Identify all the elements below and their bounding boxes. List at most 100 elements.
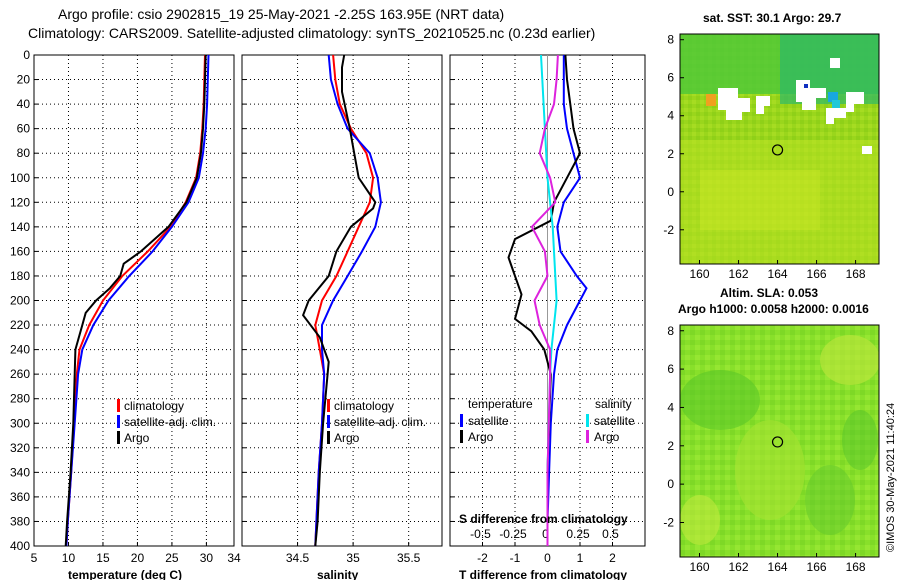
y-tick-label: 140 [10,220,30,234]
sla-map-title-line2: Argo h1000: 0.0058 h2000: 0.0016 [678,302,869,316]
y-tick-label: 400 [10,539,30,553]
map-x-tick-label: 160 [689,560,709,574]
series-line-climatology [65,54,206,547]
sla-map [680,325,879,557]
figure-title-line2: Climatology: CARS2009. Satellite-adjuste… [28,25,595,41]
series-line-climatology [314,54,375,547]
y-tick-label: 360 [10,490,30,504]
legend-s-satellite: satellite [594,414,635,428]
legend-argo: Argo [124,431,150,445]
series-line-s-argo [530,54,559,546]
legend-temperature-title: temperature [468,397,533,411]
series-line-t-satellite [546,55,588,546]
legend-s-argo: Argo [594,430,620,444]
map-y-tick-label: 0 [667,477,674,491]
map-y-tick-label: 6 [667,71,674,85]
map-x-tick-label: 166 [807,560,827,574]
x-tick-label: 34.5 [286,551,310,565]
imos-timestamp: ©IMOS 30-May-2021 11:40:24 [885,403,897,552]
difference-legend: temperature salinity satellite Argo sate… [460,397,635,444]
temperature-xlabel: temperature (deg C) [68,568,182,580]
diff-xlabel: T difference from climatology [459,568,627,580]
temperature-panel: 5 10 15 20 25 30 34020406080100120140160180200… [10,48,241,565]
sst-map [680,34,879,264]
salinity-legend: climatology satellite-adj. clim. Argo [327,399,426,445]
sla-map-title-line1: Altim. SLA: 0.053 [720,286,818,300]
x-tick-label: 30 [200,551,214,565]
y-tick-label: 280 [10,392,30,406]
legend-satellite-adj-sal: satellite-adj. clim. [334,415,426,429]
map-x-tick-label: 162 [729,560,749,574]
x-top-tick-label: -0.25 [499,527,527,541]
y-tick-label: 200 [10,294,30,308]
sla-map-frame [679,324,880,558]
x-tick-label: 35 [346,551,360,565]
series-line-argo [301,54,377,547]
legend-climatology: climatology [124,399,184,413]
x-tick-label: 2 [609,551,616,565]
sla-argo-position-marker [771,436,784,448]
x-tick-label: 5 [31,551,38,565]
y-tick-label: 340 [10,465,30,479]
y-tick-label: 120 [10,195,30,209]
x-tick-label: 1 [577,551,584,565]
salinity-xlabel: salinity [317,568,359,580]
map-x-tick-label: 164 [768,267,788,281]
salinity-panel: 34.5 35 35.5 [241,54,443,565]
legend-satellite-adj: satellite-adj. clim. [124,415,216,429]
series-line-argo [64,54,207,547]
map-y-tick-label: -2 [663,515,674,529]
map-y-tick-label: 2 [667,439,674,453]
x-top-tick-label: 0 [542,527,549,541]
map-x-tick-label: 166 [807,267,827,281]
y-tick-label: 320 [10,441,30,455]
x-top-tick-label: 0.25 [566,527,590,541]
map-y-tick-label: 2 [667,147,674,161]
legend-climatology-sal: climatology [334,399,394,413]
difference-panel: -2 -1 0 1 2 -0.5 -0.25 0 0.25 0.5 [449,54,646,565]
map-x-tick-label: 160 [689,267,709,281]
temperature-legend: climatology satellite-adj. clim. Argo [117,399,216,445]
legend-salinity-title: salinity [595,397,632,411]
map-y-tick-label: 0 [667,185,674,199]
legend-t-satellite: satellite [468,414,509,428]
x-tick-label: 20 [131,551,145,565]
y-tick-label: 380 [10,514,30,528]
legend-t-argo: Argo [468,430,494,444]
series-line-satellite-adj-clim- [314,54,382,547]
x-tick-label: 25 [165,551,179,565]
diff-xlabel-top: S difference from climatology [459,512,628,526]
x-tick-label: 10 [62,551,76,565]
x-tick-label: -2 [477,551,488,565]
y-tick-label: 0 [23,48,30,62]
y-tick-label: 160 [10,244,30,258]
y-tick-label: 300 [10,416,30,430]
y-tick-label: 60 [17,122,31,136]
sst-argo-position-marker [771,144,784,156]
x-tick-label: 0 [544,551,551,565]
x-tick-label: -1 [510,551,521,565]
y-tick-label: 40 [17,97,31,111]
map-y-tick-label: 8 [667,324,674,338]
x-tick-label: 15 [96,551,110,565]
x-tick-label: 34 [227,551,241,565]
map-x-tick-label: 162 [729,267,749,281]
y-tick-label: 80 [17,146,31,160]
figure-title-line1: Argo profile: csio 2902815_19 25-May-202… [58,6,504,22]
y-tick-label: 180 [10,269,30,283]
y-tick-label: 220 [10,318,30,332]
x-tick-label: 35.5 [397,551,421,565]
map-x-tick-label: 168 [846,560,866,574]
y-tick-label: 240 [10,343,30,357]
map-x-tick-label: 168 [846,267,866,281]
map-y-tick-label: 6 [667,362,674,376]
x-top-tick-label: 0.5 [602,527,619,541]
series-line-satellite-adj-clim- [65,54,210,547]
x-top-tick-label: -0.5 [470,527,491,541]
map-y-tick-label: 4 [667,400,674,414]
y-tick-label: 260 [10,367,30,381]
sst-map-title: sat. SST: 30.1 Argo: 29.7 [703,11,842,25]
